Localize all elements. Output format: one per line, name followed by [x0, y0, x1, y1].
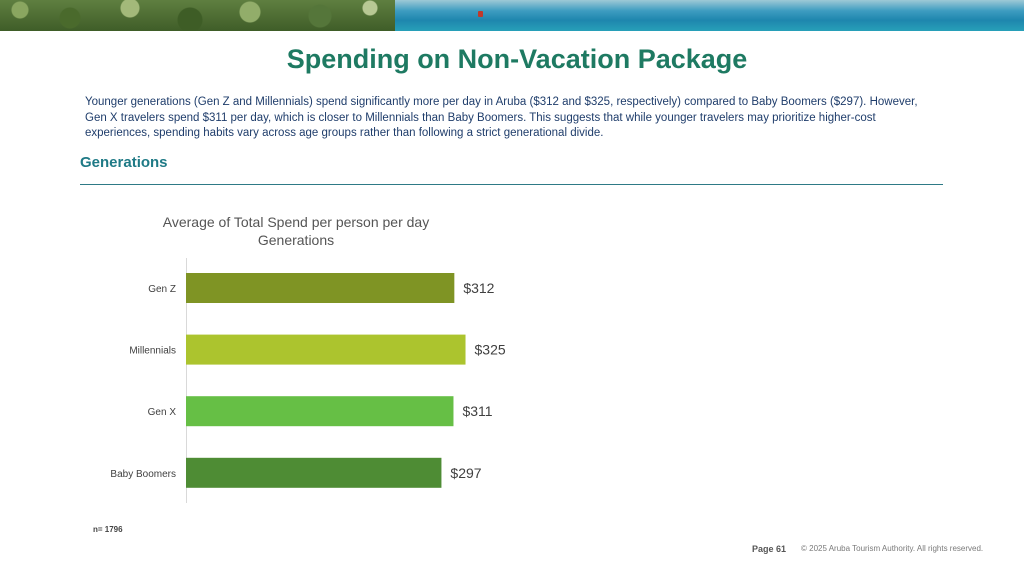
bar-gen-z — [186, 273, 455, 303]
bar-gen-x — [186, 396, 454, 427]
banner-foliage — [0, 0, 395, 31]
category-label-gen-z: Gen Z — [148, 284, 176, 295]
chart-title: Average of Total Spend per person per da… — [163, 214, 429, 230]
section-heading: Generations — [80, 154, 168, 171]
data-label-gen-x: $311 — [462, 403, 492, 419]
copyright-notice: © 2025 Aruba Tourism Authority. All righ… — [801, 544, 984, 553]
category-label-gen-x: Gen X — [148, 407, 177, 418]
data-label-millennials: $325 — [475, 342, 506, 358]
bar-baby-boomers — [186, 457, 442, 488]
page-number: Page 61 — [752, 544, 786, 554]
banner-boat — [478, 11, 483, 17]
category-label-millennials: Millennials — [129, 346, 176, 357]
bar-millennials — [186, 334, 466, 365]
page-number-label: Page 61 — [752, 544, 787, 554]
chart-subtitle: Generations — [258, 232, 334, 248]
sample-size-note: n= 1796 — [93, 525, 123, 534]
data-label-gen-z: $312 — [463, 280, 494, 296]
bars-group: Gen Z $312 Millennials $325 Gen X $311 Baby Bo… — [110, 273, 506, 488]
data-label-baby-boomers: $297 — [450, 465, 481, 481]
page-title: Spending on Non-Vacation Package — [286, 44, 748, 74]
summary-text: Younger generations (Gen Z and Millennia… — [85, 96, 918, 139]
header-banner-image — [0, 0, 1024, 31]
banner-sea — [395, 0, 1024, 31]
section-divider — [80, 184, 943, 185]
category-label-baby-boomers: Baby Boomers — [110, 469, 176, 480]
